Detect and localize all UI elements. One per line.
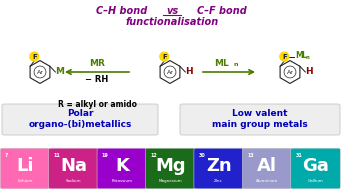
Circle shape [280, 52, 289, 61]
Circle shape [160, 52, 169, 61]
FancyBboxPatch shape [145, 148, 195, 189]
Text: H: H [186, 67, 193, 77]
Text: 19: 19 [102, 153, 109, 158]
Text: Ar: Ar [37, 70, 44, 74]
Text: Na: Na [60, 157, 87, 175]
FancyBboxPatch shape [243, 148, 292, 189]
FancyBboxPatch shape [49, 148, 98, 189]
Text: Zinc: Zinc [214, 179, 223, 183]
Text: R = alkyl or amido: R = alkyl or amido [58, 100, 137, 109]
Text: 31: 31 [296, 153, 302, 158]
Text: vs: vs [166, 6, 178, 16]
Text: L: L [301, 51, 306, 60]
FancyBboxPatch shape [2, 104, 158, 135]
Text: C–H bond: C–H bond [96, 6, 147, 16]
Text: ML: ML [214, 59, 229, 67]
Text: M: M [295, 51, 303, 60]
Text: F: F [162, 53, 167, 60]
Text: M: M [55, 67, 64, 77]
Text: F: F [282, 53, 287, 60]
FancyBboxPatch shape [194, 148, 244, 189]
Text: MR: MR [89, 59, 105, 67]
Text: n: n [233, 62, 237, 67]
Text: Sodium: Sodium [66, 179, 81, 183]
Text: Li: Li [16, 157, 34, 175]
FancyBboxPatch shape [180, 104, 340, 135]
Circle shape [30, 52, 39, 61]
Text: Low valent
main group metals: Low valent main group metals [212, 109, 308, 129]
FancyBboxPatch shape [97, 148, 146, 189]
Text: Aluminium: Aluminium [256, 179, 278, 183]
Text: H: H [306, 67, 313, 77]
Text: 30: 30 [199, 153, 205, 158]
Text: functionalisation: functionalisation [126, 17, 218, 27]
Text: 12: 12 [150, 153, 157, 158]
Text: 11: 11 [54, 153, 60, 158]
Text: Ga: Ga [302, 157, 329, 175]
Text: n: n [305, 55, 309, 60]
Text: − RH: − RH [85, 75, 109, 84]
Text: Lithium: Lithium [17, 179, 33, 183]
Text: Zn: Zn [206, 157, 232, 175]
Text: 7: 7 [5, 153, 8, 158]
Text: Potassium: Potassium [111, 179, 132, 183]
Text: F: F [32, 53, 37, 60]
Text: Ar: Ar [167, 70, 174, 74]
Text: Magnesium: Magnesium [158, 179, 182, 183]
Text: C–F bond: C–F bond [197, 6, 247, 16]
Text: Gallium: Gallium [308, 179, 323, 183]
FancyBboxPatch shape [291, 148, 340, 189]
Text: Ar: Ar [286, 70, 294, 74]
FancyBboxPatch shape [0, 148, 50, 189]
Text: Al: Al [257, 157, 277, 175]
Text: Mg: Mg [155, 157, 186, 175]
Text: Polar
organo-(bi)metallics: Polar organo-(bi)metallics [28, 109, 132, 129]
Text: 13: 13 [247, 153, 254, 158]
Text: K: K [115, 157, 129, 175]
